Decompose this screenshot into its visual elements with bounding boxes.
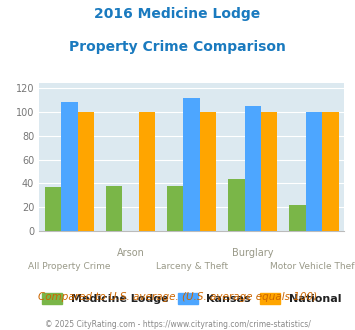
Bar xyxy=(78,112,94,231)
Bar xyxy=(139,112,155,231)
Bar xyxy=(228,179,245,231)
Text: Compared to U.S. average. (U.S. average equals 100): Compared to U.S. average. (U.S. average … xyxy=(38,292,317,302)
Text: Arson: Arson xyxy=(117,248,144,258)
Text: Burglary: Burglary xyxy=(232,248,273,258)
Bar xyxy=(106,186,122,231)
Text: All Property Crime: All Property Crime xyxy=(28,262,111,271)
Bar xyxy=(289,205,306,231)
Text: © 2025 CityRating.com - https://www.cityrating.com/crime-statistics/: © 2025 CityRating.com - https://www.city… xyxy=(45,320,310,329)
Legend: Medicine Lodge, Kansas, National: Medicine Lodge, Kansas, National xyxy=(42,293,341,305)
Bar xyxy=(261,112,278,231)
Bar xyxy=(306,112,322,231)
Bar xyxy=(184,98,200,231)
Bar xyxy=(245,106,261,231)
Bar xyxy=(45,187,61,231)
Bar xyxy=(200,112,217,231)
Bar xyxy=(167,186,184,231)
Text: Motor Vehicle Theft: Motor Vehicle Theft xyxy=(270,262,355,271)
Bar xyxy=(61,102,78,231)
Bar xyxy=(322,112,339,231)
Text: 2016 Medicine Lodge: 2016 Medicine Lodge xyxy=(94,7,261,20)
Text: Larceny & Theft: Larceny & Theft xyxy=(155,262,228,271)
Text: Property Crime Comparison: Property Crime Comparison xyxy=(69,40,286,53)
